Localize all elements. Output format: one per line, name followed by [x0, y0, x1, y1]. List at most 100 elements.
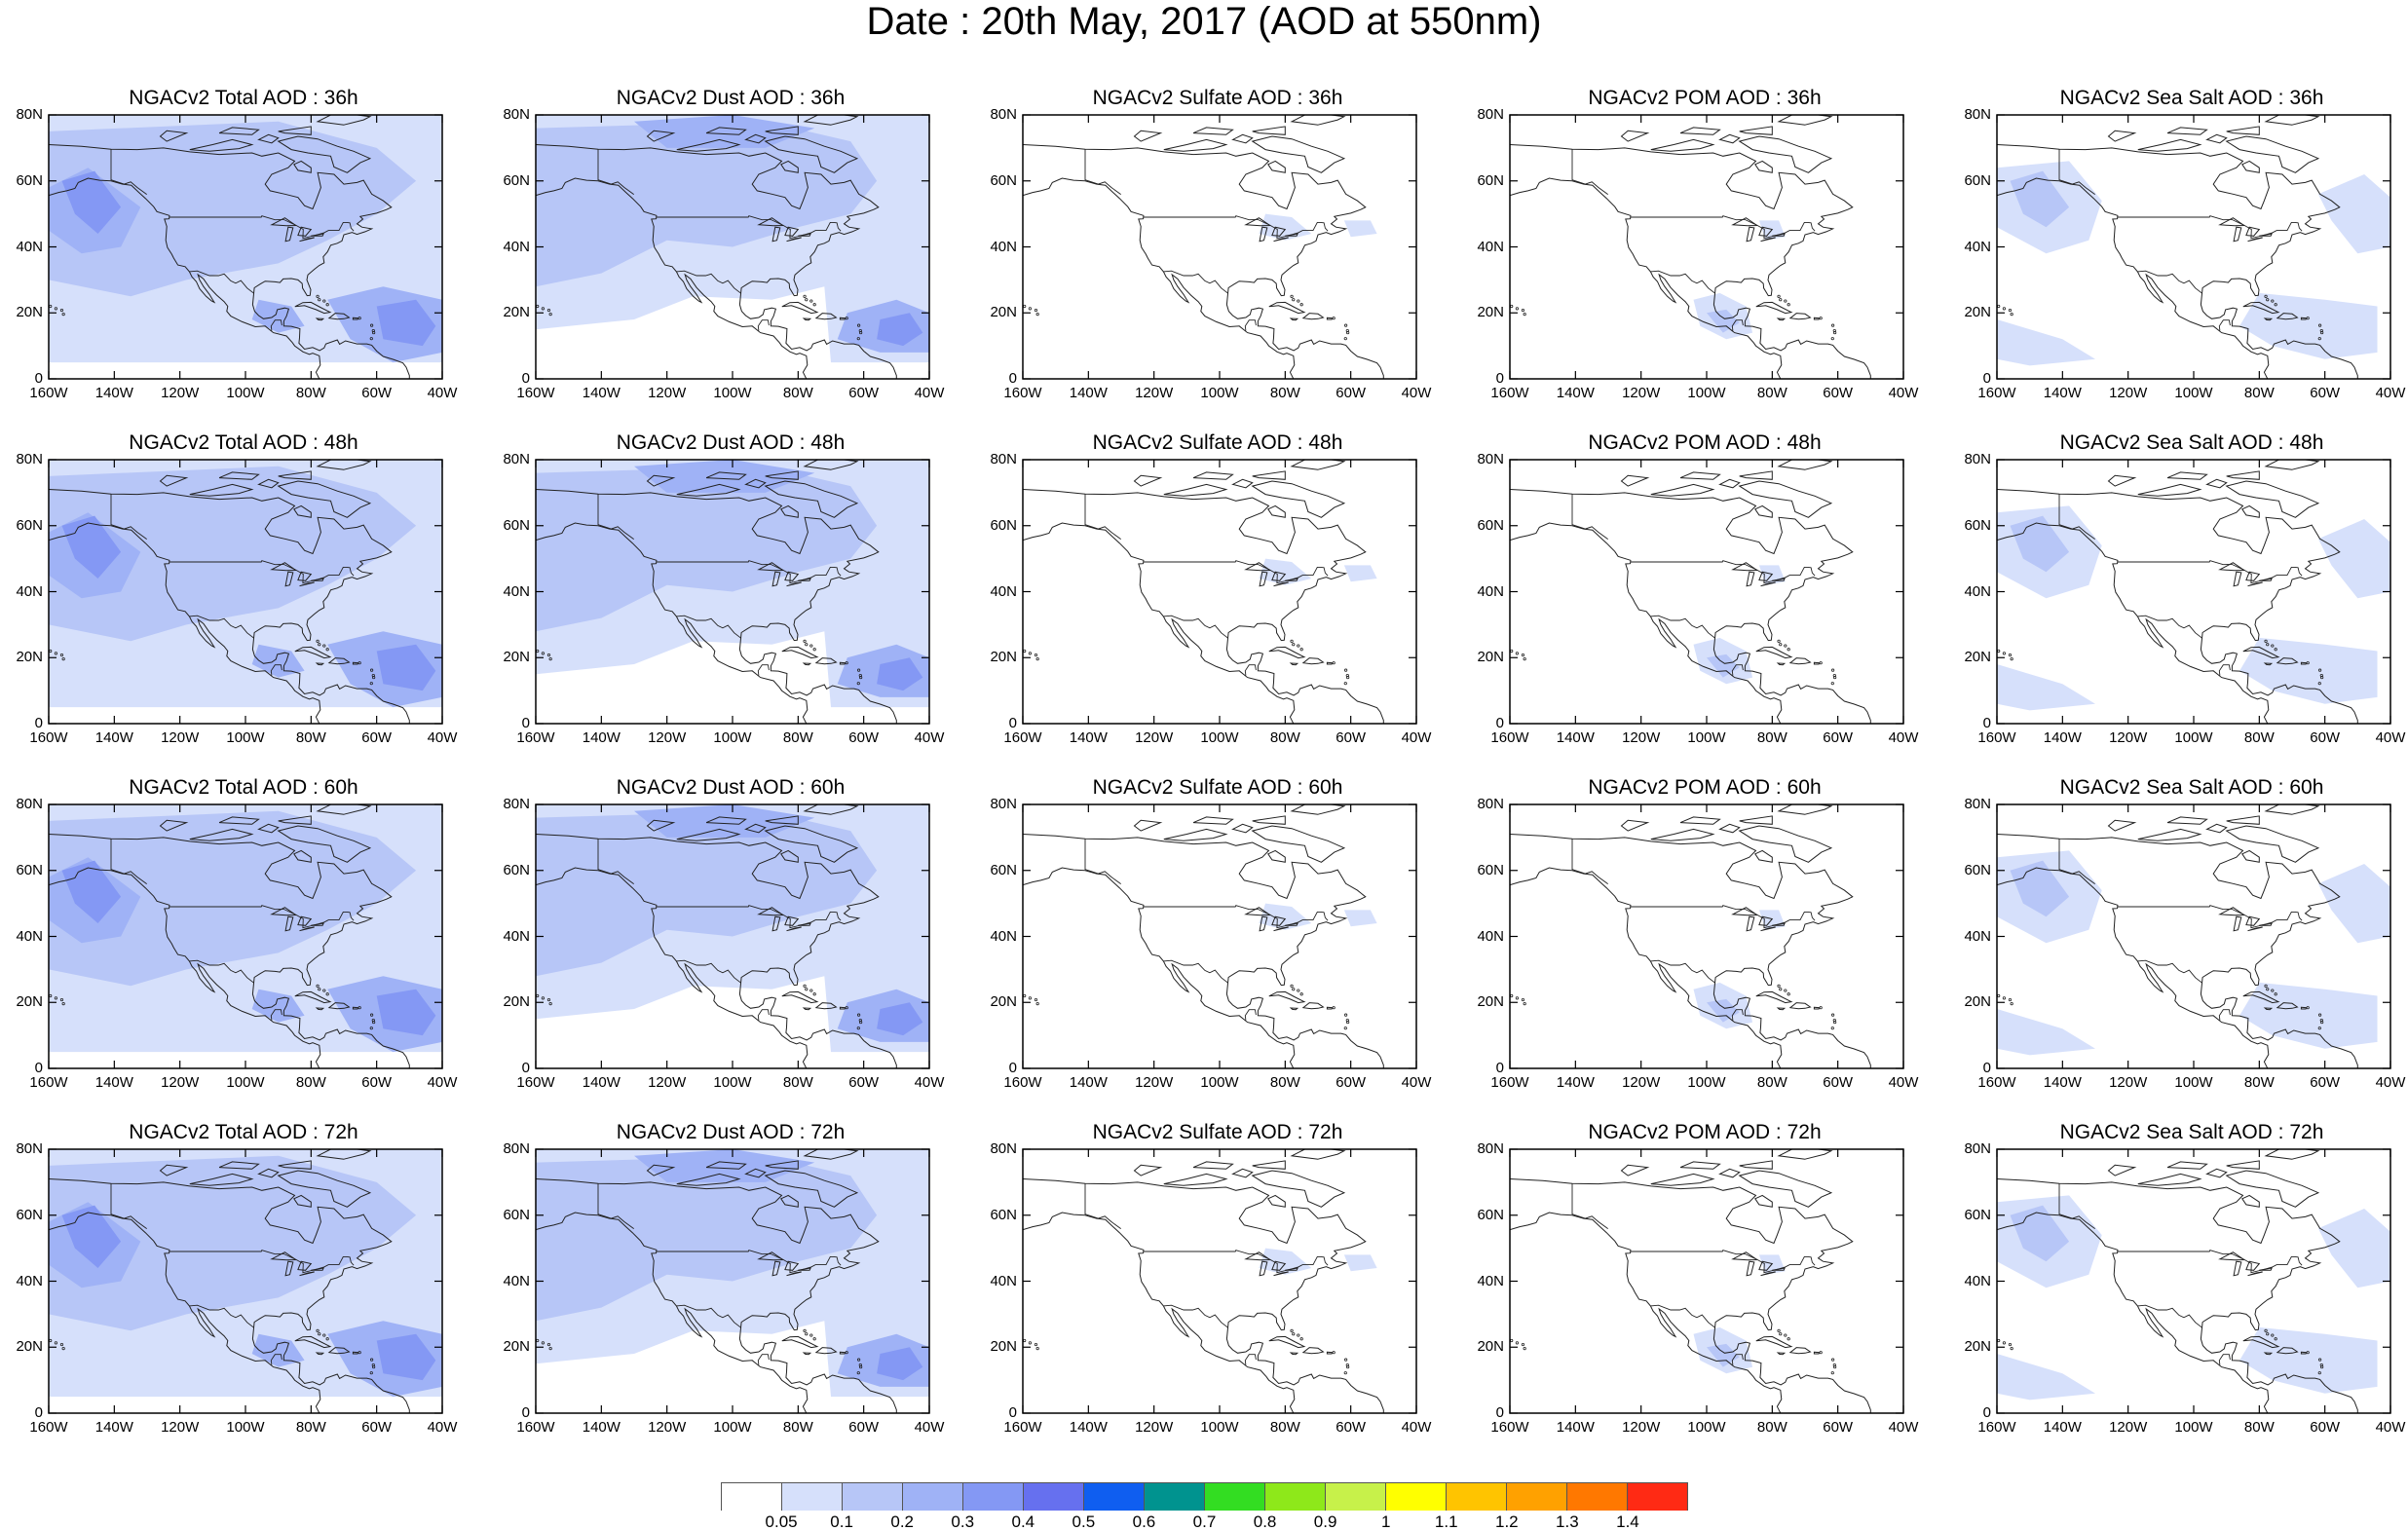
small-island: [541, 996, 546, 1000]
small-island: [316, 1328, 320, 1332]
lake-outline: [1731, 1251, 1759, 1261]
small-island: [803, 639, 807, 643]
lat-label: 40N: [503, 927, 530, 945]
aod-shading: [877, 1002, 923, 1036]
panel-title: NGACv2 Sea Salt AOD : 48h: [2059, 431, 2324, 454]
lat-label: 0: [34, 370, 43, 387]
lon-label: 40W: [427, 729, 458, 746]
political-border: [1630, 560, 1816, 584]
lat-label: 80N: [503, 796, 530, 812]
lon-label: 80W: [295, 729, 326, 746]
island-outline: [1231, 133, 1254, 144]
island-outline: [1650, 483, 1715, 497]
aod-shading: [61, 170, 122, 234]
map-plot-area: [1996, 803, 2391, 1069]
lon-label: 140W: [582, 1074, 621, 1091]
lat-label: 40N: [1477, 582, 1504, 600]
lake-outline: [284, 915, 294, 932]
political-border: [169, 1250, 355, 1274]
colorbar-swatch: [1145, 1483, 1205, 1511]
panel-title: NGACv2 Dust AOD : 48h: [616, 431, 846, 454]
island-outline: [2225, 135, 2320, 173]
lon-label: 160W: [1490, 385, 1529, 401]
island-outline: [1267, 1194, 1286, 1208]
aod-shading: [877, 657, 923, 691]
island-outline: [764, 480, 859, 518]
island-outline: [646, 819, 676, 832]
lake-outline: [786, 581, 802, 587]
island-outline: [1290, 460, 1346, 470]
small-island: [1784, 989, 1787, 992]
aod-shading: [634, 804, 815, 838]
lat-label: 40N: [1477, 1272, 1504, 1289]
small-island: [1299, 992, 1303, 996]
map-plot-area: [1509, 1148, 1904, 1414]
colorbar-label: 1: [1380, 1512, 1391, 1531]
lake-outline: [1746, 1260, 1755, 1277]
island-outline: [803, 804, 859, 815]
small-island: [2010, 313, 2013, 317]
lat-label: 60N: [503, 171, 530, 189]
lat-label: 40N: [503, 582, 530, 600]
colorbar-label: 1.2: [1494, 1512, 1519, 1531]
aod-shading: [1758, 565, 1786, 585]
political-border: [2117, 905, 2303, 929]
colorbar-swatch: [1084, 1483, 1145, 1511]
island-outline: [277, 135, 372, 173]
lon-label: 100W: [2174, 729, 2213, 746]
lon-label: 100W: [226, 1074, 265, 1091]
island-outline: [1301, 657, 1325, 665]
map-plot-area: [1996, 114, 2391, 380]
island-outline: [1163, 1173, 1228, 1186]
island-outline: [2276, 1002, 2299, 1010]
lon-label: 80W: [1756, 385, 1787, 401]
map-plot-area: [1509, 459, 1904, 725]
coastline: [1023, 522, 1296, 724]
political-border: [2218, 1009, 2231, 1021]
island-outline: [218, 471, 260, 480]
small-island: [2317, 337, 2321, 341]
lon-label: 100W: [713, 1419, 752, 1436]
small-island: [1515, 1341, 1520, 1345]
small-island: [322, 989, 326, 992]
lon-label: 120W: [1622, 1419, 1661, 1436]
map-panel-pom-2: NGACv2 POM AOD : 60h 80N 60N 40N 20N 0 160W 140…: [1461, 776, 1948, 1122]
island-outline: [277, 480, 372, 518]
lat-label: 40N: [1964, 582, 1991, 600]
panel-title: NGACv2 POM AOD : 60h: [1588, 776, 1822, 799]
aod-shading: [376, 644, 436, 691]
political-border: [2137, 270, 2203, 294]
panel-title: NGACv2 Dust AOD : 60h: [616, 776, 846, 799]
island-outline: [1679, 816, 1721, 825]
small-island: [54, 652, 58, 655]
island-outline: [1718, 478, 1741, 489]
colorbar-swatch: [1628, 1483, 1688, 1511]
political-border: [2058, 494, 2095, 540]
lat-label: 80N: [1964, 106, 1991, 123]
island-outline: [1133, 130, 1163, 142]
coastline: [1997, 143, 2358, 379]
small-island: [541, 1341, 546, 1345]
island-outline: [1267, 504, 1286, 518]
political-border: [597, 1183, 634, 1229]
lon-label: 140W: [94, 1074, 133, 1091]
aod-shading: [1343, 220, 1377, 238]
coastline: [1997, 177, 2270, 379]
island-outline: [2205, 133, 2228, 144]
small-island: [1819, 1351, 1823, 1355]
panel-title: NGACv2 Sulfate AOD : 48h: [1092, 431, 1343, 454]
coastline: [1997, 833, 2358, 1068]
small-island: [2271, 299, 2275, 303]
lake-outline: [299, 1271, 315, 1277]
political-border: [189, 615, 255, 639]
lon-label: 60W: [2310, 729, 2341, 746]
map-svg: [1022, 1148, 1417, 1414]
lat-label: 60N: [16, 1206, 43, 1223]
map-panel-dust-3: NGACv2 Dust AOD : 72h 80N 60N 40N 20N 0 160W 14…: [487, 1121, 974, 1467]
small-island: [2266, 988, 2270, 991]
coastline: [49, 177, 321, 379]
lat-label: 20N: [16, 304, 43, 321]
lake-outline: [1746, 915, 1755, 932]
small-island: [2010, 1347, 2013, 1351]
